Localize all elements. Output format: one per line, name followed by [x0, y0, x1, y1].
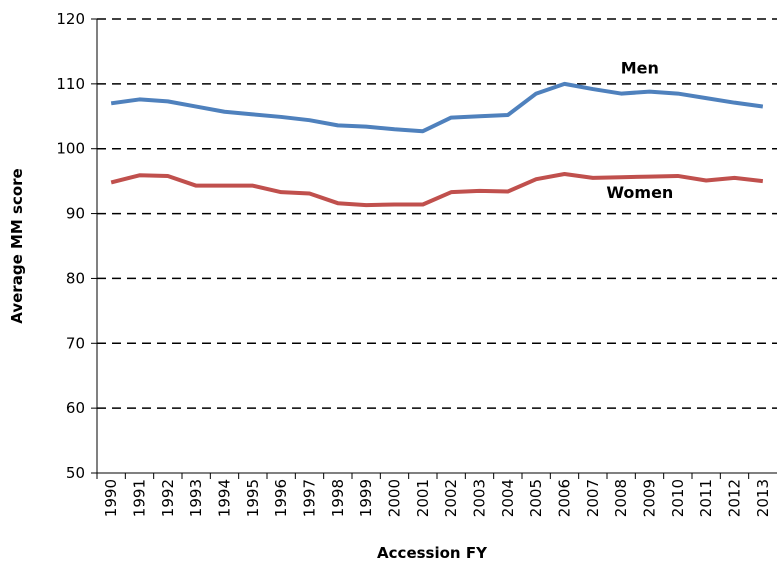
x-tick-label: 2008: [612, 479, 630, 517]
y-tick-label: 100: [56, 140, 85, 158]
x-tick-label: 1993: [187, 479, 205, 517]
x-tick-label: 2003: [471, 479, 489, 517]
x-tick-label: 1999: [357, 479, 375, 517]
x-tick-label: 1998: [329, 479, 347, 517]
x-tick-label: 2011: [697, 479, 715, 517]
y-tick-label: 70: [66, 334, 85, 352]
series-label: Women: [606, 183, 673, 202]
x-tick-label: 1991: [131, 479, 149, 517]
series-label: Men: [621, 59, 659, 78]
x-tick-label: 2010: [669, 479, 687, 517]
y-axis-title: Average MM score: [8, 168, 26, 323]
x-tick-label: 2002: [442, 479, 460, 517]
x-tick-label: 2004: [499, 479, 517, 517]
y-tick-label: 110: [56, 75, 85, 93]
series-line: [110, 172, 764, 208]
x-tick-label: 2009: [641, 479, 659, 517]
series-line: [110, 81, 764, 134]
x-tick-label: 1994: [216, 479, 234, 517]
x-tick-label: 2007: [584, 479, 602, 517]
x-axis-title: Accession FY: [377, 544, 488, 562]
x-tick-label: 1992: [159, 479, 177, 517]
y-tick-label: 80: [66, 269, 85, 287]
x-tick-label: 1996: [272, 479, 290, 517]
x-tick-label: 2005: [527, 479, 545, 517]
y-tick-label: 60: [66, 399, 85, 417]
x-tick-label: 2013: [754, 479, 772, 517]
x-tick-label: 1995: [244, 479, 262, 517]
x-tick-label: 2012: [726, 479, 744, 517]
x-tick-label: 2000: [386, 479, 404, 517]
x-tick-label: 1990: [102, 479, 120, 517]
x-tick-label: 2006: [556, 479, 574, 517]
y-tick-label: 50: [66, 464, 85, 482]
y-tick-label: 90: [66, 205, 85, 223]
x-tick-label: 2001: [414, 479, 432, 517]
x-tick-label: 1997: [301, 479, 319, 517]
y-tick-label: 120: [56, 10, 85, 28]
